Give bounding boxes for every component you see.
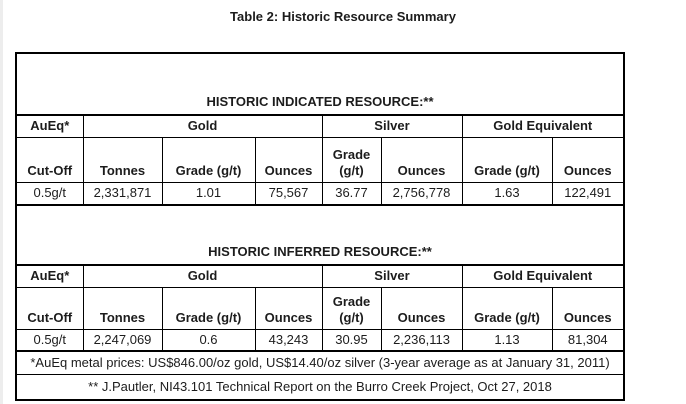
data-cell-goldeq-ounces: 122,491 (551, 182, 625, 206)
group-header-gold: Gold (82, 264, 323, 288)
section-heading-indicated: HISTORIC INDICATED RESOURCE:** (15, 52, 625, 116)
data-cell-gold-grade: 0.6 (161, 329, 256, 352)
group-header-silver: Silver (321, 264, 463, 288)
historic-resource-table: HISTORIC INDICATED RESOURCE:** AuEq* Gol… (15, 52, 626, 401)
section-heading-row-indicated: HISTORIC INDICATED RESOURCE:** (15, 52, 625, 116)
page-title: Table 2: Historic Resource Summary (230, 9, 456, 24)
column-header-row-inferred: Cut-Off Tonnes Grade (g/t) Ounces Grade … (15, 287, 625, 330)
window-edge-strip (0, 0, 3, 404)
group-header-silver: Silver (321, 114, 463, 138)
footnote-technical-report: ** J.Pautler, NI43.101 Technical Report … (15, 374, 625, 401)
column-header-gold-grade: Grade (g/t) (161, 137, 256, 183)
column-header-cutoff: Cut-Off (15, 137, 84, 183)
column-header-tonnes: Tonnes (82, 137, 163, 183)
column-header-silver-ounces: Ounces (380, 137, 463, 183)
column-header-silver-ounces: Ounces (380, 287, 463, 330)
footnote-row-reference: ** J.Pautler, NI43.101 Technical Report … (15, 374, 625, 401)
group-header-gold: Gold (82, 114, 323, 138)
section-heading-row-inferred: HISTORIC INFERRED RESOURCE:** (15, 204, 625, 266)
data-cell-cutoff: 0.5g/t (15, 182, 84, 206)
column-header-goldeq-ounces: Ounces (551, 137, 625, 183)
footnote-row-prices: *AuEq metal prices: US$846.00/oz gold, U… (15, 350, 625, 375)
column-header-goldeq-grade: Grade (g/t) (461, 137, 553, 183)
data-cell-tonnes: 2,331,871 (82, 182, 163, 206)
data-cell-goldeq-ounces: 81,304 (551, 329, 625, 352)
data-cell-silver-ounces: 2,236,113 (380, 329, 463, 352)
data-cell-silver-ounces: 2,756,778 (380, 182, 463, 206)
column-header-gold-ounces: Ounces (254, 287, 323, 330)
group-header-row-indicated: AuEq* Gold Silver Gold Equivalent (15, 114, 625, 138)
data-cell-goldeq-grade: 1.13 (461, 329, 553, 352)
group-header-gold-equivalent: Gold Equivalent (461, 264, 625, 288)
data-cell-tonnes: 2,247,069 (82, 329, 163, 352)
data-cell-gold-grade: 1.01 (161, 182, 256, 206)
data-row-indicated: 0.5g/t 2,331,871 1.01 75,567 36.77 2,756… (15, 182, 625, 206)
column-header-silver-grade: Grade (g/t) (321, 287, 382, 330)
data-cell-gold-ounces: 75,567 (254, 182, 323, 206)
footnote-metal-prices: *AuEq metal prices: US$846.00/oz gold, U… (15, 350, 625, 375)
column-header-gold-ounces: Ounces (254, 137, 323, 183)
column-header-cutoff: Cut-Off (15, 287, 84, 330)
data-cell-cutoff: 0.5g/t (15, 329, 84, 352)
column-header-row-indicated: Cut-Off Tonnes Grade (g/t) Ounces Grade … (15, 137, 625, 183)
group-header-aueq: AuEq* (15, 114, 84, 138)
group-header-gold-equivalent: Gold Equivalent (461, 114, 625, 138)
column-header-goldeq-ounces: Ounces (551, 287, 625, 330)
data-cell-goldeq-grade: 1.63 (461, 182, 553, 206)
section-heading-inferred: HISTORIC INFERRED RESOURCE:** (15, 204, 625, 266)
column-header-tonnes: Tonnes (82, 287, 163, 330)
group-header-aueq: AuEq* (15, 264, 84, 288)
data-row-inferred: 0.5g/t 2,247,069 0.6 43,243 30.95 2,236,… (15, 329, 625, 352)
data-cell-silver-grade: 30.95 (321, 329, 382, 352)
column-header-goldeq-grade: Grade (g/t) (461, 287, 553, 330)
column-header-silver-grade: Grade (g/t) (321, 137, 382, 183)
column-header-gold-grade: Grade (g/t) (161, 287, 256, 330)
data-cell-silver-grade: 36.77 (321, 182, 382, 206)
group-header-row-inferred: AuEq* Gold Silver Gold Equivalent (15, 264, 625, 288)
data-cell-gold-ounces: 43,243 (254, 329, 323, 352)
